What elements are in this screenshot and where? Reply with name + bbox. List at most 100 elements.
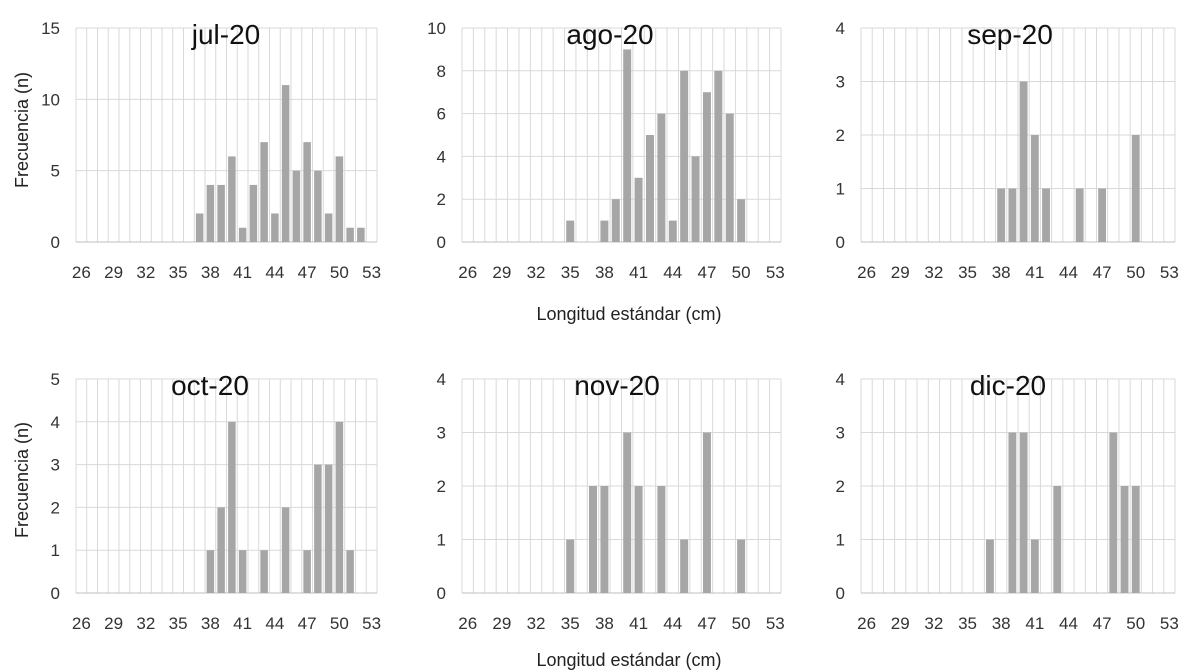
bar — [281, 507, 290, 593]
y-axis-label-bottom: Frecuencia (n) — [12, 422, 32, 538]
bar — [702, 432, 711, 593]
x-tick-label: 35 — [561, 263, 580, 282]
x-tick-label: 50 — [732, 614, 751, 633]
y-tick-label: 2 — [836, 126, 845, 145]
x-axis-label-bottom: Longitud estándar (cm) — [536, 650, 721, 670]
x-tick-label: 32 — [136, 614, 155, 633]
bar — [737, 539, 746, 593]
y-tick-label: 6 — [437, 105, 446, 124]
y-tick-label: 4 — [437, 370, 446, 389]
y-axis-label-top: Frecuencia (n) — [12, 72, 32, 188]
x-tick-label: 50 — [330, 614, 349, 633]
bar — [1019, 432, 1028, 593]
bar — [260, 142, 268, 242]
bar — [566, 539, 575, 593]
x-tick-label: 38 — [201, 263, 220, 282]
x-tick-label: 26 — [458, 614, 477, 633]
bar — [680, 539, 689, 593]
x-tick-label: 53 — [362, 263, 381, 282]
x-tick-label: 26 — [857, 263, 876, 282]
bar — [228, 156, 236, 242]
bar — [634, 486, 643, 593]
x-tick-label: 47 — [1093, 614, 1112, 633]
chart-panel-sep-20: 0 1 2 3 4 26 29 32 35 38 41 44 47 50 53 sep-20 — [836, 19, 1179, 282]
x-tick-label: 41 — [1025, 614, 1044, 633]
x-tick-label: 35 — [958, 263, 977, 282]
bar — [195, 213, 204, 242]
y-tick-label: 1 — [836, 180, 845, 199]
bar — [1053, 486, 1062, 593]
bar — [1109, 432, 1118, 593]
y-tick-label: 2 — [51, 498, 60, 517]
x-tick-label: 41 — [629, 614, 648, 633]
x-tick-label: 41 — [233, 263, 252, 282]
x-tick-label: 44 — [265, 614, 284, 633]
y-tick-label: 0 — [836, 584, 845, 603]
bar — [589, 486, 598, 593]
x-tick-label: 44 — [1059, 263, 1078, 282]
bar — [725, 113, 734, 242]
bar — [668, 220, 677, 242]
bar — [314, 170, 322, 242]
bar — [1075, 188, 1084, 242]
x-tick-label: 50 — [330, 263, 349, 282]
x-tick-label: 35 — [561, 614, 580, 633]
x-tick-label: 29 — [104, 614, 123, 633]
bar — [206, 550, 215, 593]
bar — [324, 213, 333, 242]
y-tick-label: 10 — [41, 90, 60, 109]
chart-panel-oct-20: 0 1 2 3 4 5 26 29 32 35 38 41 44 47 50 53 oct-20 — [51, 370, 382, 633]
y-tick-label: 3 — [836, 424, 845, 443]
x-tick-label: 26 — [72, 614, 91, 633]
y-tick-label: 3 — [437, 424, 446, 443]
x-tick-label: 26 — [72, 263, 91, 282]
chart-panel-ago-20: 0 2 4 6 8 10 26 29 32 35 38 41 44 47 50 53 ago-20 — [427, 19, 785, 282]
y-tick-label: 1 — [836, 531, 845, 550]
bar — [1120, 486, 1129, 593]
bar — [281, 85, 290, 242]
bar — [1131, 486, 1140, 593]
bar — [217, 184, 225, 242]
x-tick-label: 47 — [298, 614, 317, 633]
bar — [623, 49, 632, 243]
x-tick-label: 50 — [1126, 263, 1145, 282]
y-tick-label: 8 — [437, 62, 446, 81]
x-tick-label: 26 — [857, 614, 876, 633]
bar — [1030, 135, 1039, 242]
bar — [634, 177, 643, 242]
bar — [657, 486, 666, 593]
x-tick-label: 38 — [992, 614, 1011, 633]
y-tick-label: 4 — [836, 370, 845, 389]
y-tick-label: 0 — [51, 584, 60, 603]
y-tick-label: 0 — [836, 233, 845, 252]
x-tick-label: 53 — [766, 614, 785, 633]
y-tick-label: 2 — [437, 477, 446, 496]
y-tick-label: 15 — [41, 19, 60, 38]
x-tick-label: 41 — [233, 614, 252, 633]
bar — [260, 550, 268, 593]
x-tick-label: 26 — [458, 263, 477, 282]
bar — [346, 227, 354, 242]
y-tick-label: 0 — [437, 233, 446, 252]
bar — [623, 432, 632, 593]
bar — [1019, 81, 1028, 242]
bar — [702, 92, 711, 242]
x-tick-label: 32 — [527, 614, 546, 633]
x-tick-label: 38 — [595, 614, 614, 633]
bar — [271, 213, 279, 242]
x-tick-label: 44 — [265, 263, 284, 282]
x-tick-label: 32 — [924, 614, 943, 633]
x-tick-label: 38 — [595, 263, 614, 282]
x-tick-label: 47 — [697, 614, 716, 633]
y-tick-label: 5 — [51, 162, 60, 181]
bar — [206, 184, 215, 242]
x-tick-label: 35 — [958, 614, 977, 633]
bar — [611, 199, 620, 242]
x-tick-label: 32 — [924, 263, 943, 282]
x-tick-label: 35 — [169, 263, 188, 282]
x-tick-label: 41 — [1025, 263, 1044, 282]
bar — [986, 539, 994, 593]
y-tick-label: 0 — [437, 584, 446, 603]
bar — [1131, 135, 1140, 242]
